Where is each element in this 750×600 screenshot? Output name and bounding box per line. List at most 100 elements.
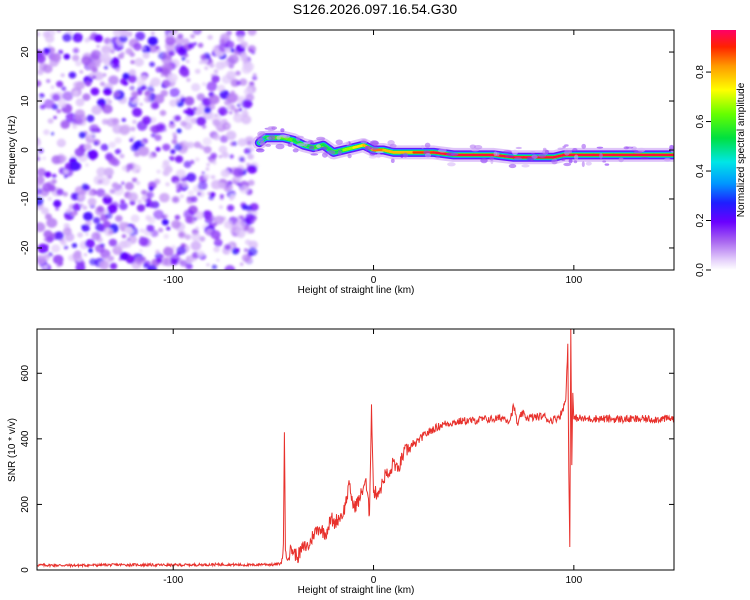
spectrogram-noise-blob (129, 86, 134, 91)
spectrogram-noise-blob (108, 75, 119, 85)
spectrogram-noise-blob (101, 193, 106, 197)
snr-frame (36, 328, 675, 571)
spectrogram-noise-blob (245, 93, 255, 102)
spectrogram-noise-blob (133, 93, 138, 97)
signal-track-speckle (303, 141, 311, 145)
spectrogram-noise-blob (100, 143, 109, 151)
colorbar-tick-label: 0.6 (695, 114, 706, 128)
spectrogram-noise-blob (189, 159, 195, 165)
spectrogram-noise-blob (197, 192, 202, 196)
signal-track-speckle (260, 140, 265, 146)
spectrogram-noise-blob (243, 248, 249, 253)
spectrogram-noise-blob (179, 194, 184, 199)
signal-track-speckle (265, 143, 272, 147)
spectrogram-noise-blob (224, 244, 231, 251)
spectrogram-noise-blob (233, 113, 244, 123)
spectrogram-noise-blob (211, 179, 222, 190)
signal-track-speckle (308, 145, 315, 150)
spectrogram-noise-blob (65, 208, 72, 214)
spectrogram-noise-blob (142, 52, 150, 59)
spectrogram-noise-blob (46, 79, 51, 83)
signal-track-speckle (505, 154, 515, 158)
spectrogram-noise-blob (127, 75, 137, 84)
signal-track-speckle (563, 162, 572, 167)
signal-track-speckle (604, 163, 610, 166)
signal-track-speckle (568, 150, 572, 154)
spectrogram-noise-blob (147, 36, 158, 46)
spectrogram-noise-blob (37, 139, 41, 146)
spectrogram-noise-blob (81, 55, 92, 66)
spectrogram-noise-blob (239, 185, 249, 194)
spectrogram-noise-blob (195, 226, 199, 230)
spectrogram-noise-blob (102, 195, 113, 205)
spectrogram-noise-blob (135, 31, 146, 41)
spectrogram-noise-blob (144, 96, 152, 103)
spectrogram-ylabel: Frequency (Hz) (7, 116, 18, 185)
spectrogram-noise-blob (60, 120, 70, 129)
spectrogram-noise-blob (235, 80, 242, 86)
spectrogram-noise-blob (37, 196, 44, 206)
spectrogram-noise-blob (85, 232, 89, 236)
spectrogram-noise-blob (60, 73, 65, 78)
spectrogram-noise-blob (167, 73, 178, 83)
spectrogram-noise-blob (136, 204, 146, 212)
spectrogram-noise-blob (247, 227, 255, 234)
spectrogram-noise-blob (51, 244, 61, 253)
spectrogram-noise-blob (82, 93, 91, 101)
spectrogram-noise-blob (72, 90, 80, 97)
spectrogram-noise-blob (197, 181, 208, 191)
spectrogram-noise-blob (194, 68, 201, 74)
spectrogram-noise-blob (58, 49, 64, 55)
spectrogram-noise-blob (177, 47, 188, 56)
spectrogram-noise-blob (223, 220, 233, 229)
spectrogram-noise-blob (163, 213, 169, 219)
spectrogram-ytick-label: 20 (20, 46, 31, 58)
spectrogram-noise-blob (41, 207, 49, 215)
spectrogram-noise-blob (88, 248, 93, 253)
spectrogram-noise-blob (152, 202, 158, 207)
spectrogram-noise-blob (81, 224, 86, 229)
spectrogram-noise-blob (140, 74, 148, 81)
signal-track-speckle (337, 150, 342, 156)
signal-track-speckle (335, 139, 343, 145)
spectrogram-noise-blob (134, 256, 145, 265)
spectrogram-noise-blob (200, 54, 207, 61)
spectrogram-noise-blob (148, 153, 154, 159)
spectrogram-noise-blob (108, 238, 118, 247)
spectrogram-noise-blob (169, 99, 178, 107)
spectrogram-noise-blob (82, 205, 88, 210)
spectrogram-noise-blob (190, 33, 196, 39)
spectrogram-noise-blob (218, 155, 223, 159)
spectrogram-noise-blob (185, 108, 195, 117)
spectrogram-noise-blob (185, 263, 193, 270)
spectrogram-noise-blob (75, 98, 85, 107)
spectrogram-noise-blob (73, 81, 81, 89)
spectrogram-noise-blob (138, 146, 150, 157)
spectrogram-noise-blob (240, 52, 248, 59)
spectrogram-noise-blob (165, 182, 170, 187)
spectrogram-noise-blob (180, 65, 187, 71)
colorbar-label: Normalized spectral amplitude (736, 82, 747, 217)
spectrogram-noise-blob (160, 254, 164, 258)
spectrogram-noise-blob (74, 147, 85, 157)
spectrogram-noise-blob (147, 216, 156, 224)
spectrogram-noise-blob (43, 50, 50, 56)
spectrogram-noise-blob (172, 196, 179, 203)
snr-ylabel: SNR (10 * v/v) (7, 418, 18, 482)
signal-track-speckle (347, 153, 352, 159)
spectrogram-noise-blob (154, 178, 161, 185)
spectrogram-noise-blob (168, 50, 175, 57)
signal-track-speckle (316, 136, 326, 141)
spectrogram-noise-blob (154, 134, 162, 141)
spectrogram-noise-blob (156, 257, 163, 264)
spectrogram-noise-blob (113, 185, 124, 196)
spectrogram-noise-blob (37, 243, 49, 254)
spectrogram-noise-blob (197, 42, 204, 48)
spectrogram-noise (37, 30, 259, 270)
spectrogram-ytick-label: -10 (20, 191, 31, 206)
spectrogram-noise-blob (46, 217, 58, 228)
spectrogram-noise-blob (119, 252, 129, 261)
spectrogram-noise-blob (217, 106, 228, 116)
spectrogram-noise-blob (37, 153, 40, 157)
spectrogram-noise-blob (182, 38, 190, 45)
